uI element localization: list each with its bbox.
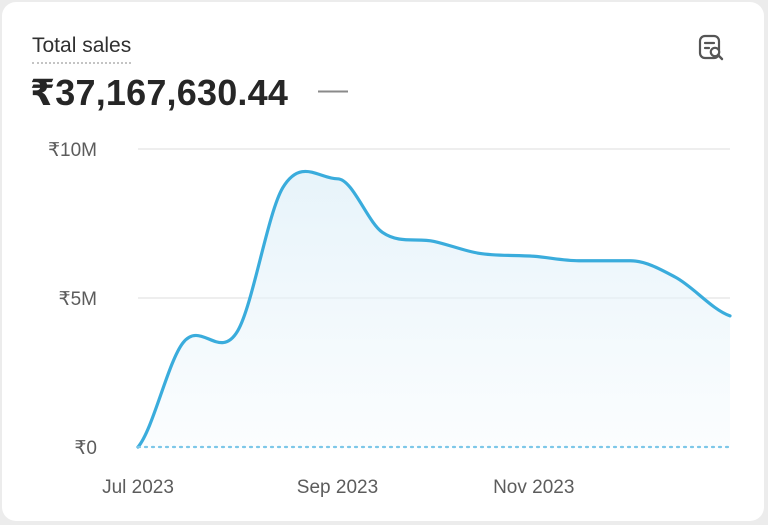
search-report-icon[interactable] (696, 33, 726, 63)
data-point (627, 258, 633, 264)
data-point (334, 176, 340, 182)
change-indicator: — (318, 73, 348, 106)
data-point (431, 238, 437, 244)
data-point (380, 229, 386, 235)
data-point (727, 313, 733, 319)
x-axis-labels: Jul 2023 Sep 2023 Nov 2023 (102, 477, 574, 498)
data-point (235, 328, 241, 334)
card-title[interactable]: Total sales (32, 34, 132, 64)
data-point (180, 340, 186, 346)
data-point (280, 185, 286, 191)
data-point (576, 258, 582, 264)
y-tick-label: ₹0 (74, 438, 97, 459)
y-tick-label: ₹5M (59, 289, 97, 310)
total-sales-value: ₹37,167,630.44 (30, 72, 289, 113)
x-tick-label: Sep 2023 (297, 477, 378, 498)
x-tick-label: Jul 2023 (102, 477, 174, 498)
sales-line-series (136, 169, 732, 449)
data-point (135, 444, 141, 450)
y-axis-labels: ₹0 ₹5M ₹10M (48, 140, 97, 459)
data-point (476, 250, 482, 256)
y-tick-label: ₹10M (48, 140, 97, 161)
sales-area-fill (138, 171, 730, 448)
data-point (672, 274, 678, 280)
data-point (531, 253, 537, 259)
x-tick-label: Nov 2023 (493, 477, 574, 498)
search-report-icon-glyph (698, 34, 724, 61)
